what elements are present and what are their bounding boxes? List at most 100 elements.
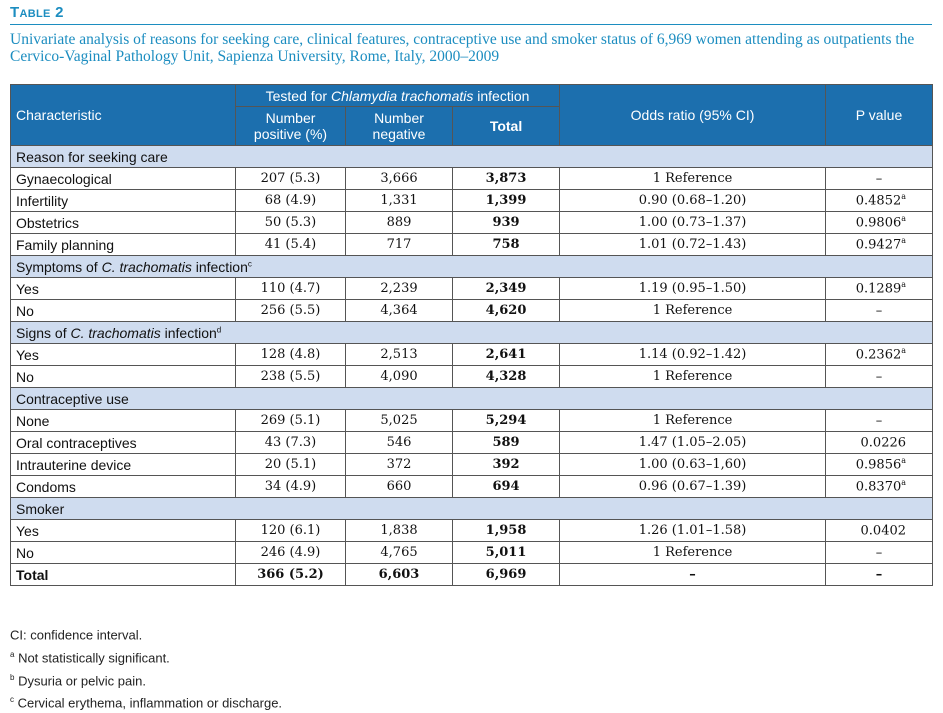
section-row: Smoker (9, 497, 934, 520)
cell-odds-ratio: 1.47 (1.05–2.05) (559, 431, 827, 454)
cell-p-value: – (825, 365, 934, 388)
header-tested: Tested for Chlamydia trachomatis infecti… (234, 84, 561, 107)
section-title: Reason for seeking care (9, 145, 934, 168)
cell-number-negative: 5,025 (345, 409, 453, 432)
cell-number-negative: 3,666 (345, 167, 453, 190)
cell-total: 939 (451, 211, 561, 234)
section-row: Contraceptive use (9, 387, 934, 410)
cell-odds-ratio: 0.96 (0.67–1.39) (559, 475, 827, 498)
cell-odds-ratio: 1.26 (1.01–1.58) (559, 519, 827, 542)
cell-p-value: – (825, 167, 934, 190)
cell-total: 5,011 (451, 541, 561, 564)
cell-characteristic: None (10, 409, 236, 432)
table-row: No 246 (4.9) 4,765 5,011 1 Reference – (10, 541, 934, 564)
cell-characteristic: Intrauterine device (10, 453, 236, 476)
cell-number-negative: 372 (345, 453, 453, 476)
cell-total: 3,873 (451, 167, 561, 190)
cell-number-positive: 238 (5.5) (235, 365, 346, 388)
footnote: CI: confidence interval. (10, 627, 143, 643)
table-row: No 256 (5.5) 4,364 4,620 1 Reference – (10, 299, 934, 322)
table-row: Yes 128 (4.8) 2,513 2,641 1.14 (0.92–1.42) 0.… (10, 343, 934, 366)
header-number-positive: Number positive (%) (235, 106, 346, 146)
cell-number-positive: 269 (5.1) (235, 409, 346, 432)
cell-characteristic: Oral contraceptives (10, 431, 236, 454)
cell-characteristic: Yes (10, 277, 236, 300)
table-row: No 238 (5.5) 4,090 4,328 1 Reference – (10, 365, 934, 388)
cell-characteristic: Condoms (10, 475, 236, 498)
section-title: Signs of C. trachomatis infectiond (9, 321, 934, 344)
cell-p-value: 0.8370a (825, 475, 934, 498)
table-caption: Univariate analysis of reasons for seeki… (10, 31, 915, 65)
cell-number-positive: 110 (4.7) (235, 277, 346, 300)
cell-number-positive: 120 (6.1) (235, 519, 346, 542)
cell-characteristic: Family planning (10, 233, 236, 256)
cell-odds-ratio: 1 Reference (559, 541, 827, 564)
cell-total: 589 (451, 431, 561, 454)
cell-number-negative: 4,090 (345, 365, 453, 388)
cell-number-positive: 256 (5.5) (235, 299, 346, 322)
cell-total: 1,958 (451, 519, 561, 542)
cell-p-value: 0.0402 (825, 519, 934, 542)
cell-characteristic: Obstetrics (10, 211, 236, 234)
cell-odds-ratio: 1 Reference (559, 167, 827, 190)
footnote: a Not statistically significant. (10, 649, 170, 666)
cell-p-value: – (825, 541, 934, 564)
cell-odds-ratio: 1.00 (0.63–1,60) (559, 453, 827, 476)
section-title: Symptoms of C. trachomatis infectionc (9, 255, 934, 278)
cell-odds-ratio: 1 Reference (559, 409, 827, 432)
cell-number-positive: 68 (4.9) (235, 189, 346, 212)
cell-total: 694 (451, 475, 561, 498)
cell-total: 4,620 (451, 299, 561, 322)
cell-total: 392 (451, 453, 561, 476)
data-table: Characteristic Tested for Chlamydia trac… (9, 84, 934, 586)
cell-number-positive: 20 (5.1) (235, 453, 346, 476)
header-odds-ratio: Odds ratio (95% CI) (559, 84, 827, 146)
cell-number-negative: 660 (345, 475, 453, 498)
section-row: Reason for seeking care (9, 145, 934, 168)
footnote: b Dysuria or pelvic pain. (10, 672, 146, 688)
cell-number-negative: 6,603 (345, 563, 453, 586)
cell-p-value: 0.9806a (825, 211, 934, 234)
cell-number-positive: 50 (5.3) (235, 211, 346, 234)
table-row: Oral contraceptives 43 (7.3) 546 589 1.47 (1… (10, 431, 934, 454)
cell-total: 2,641 (451, 343, 561, 366)
cell-total: 6,969 (451, 563, 561, 586)
cell-number-negative: 546 (345, 431, 453, 454)
cell-number-negative: 717 (345, 233, 453, 256)
cell-characteristic: Yes (10, 343, 236, 366)
section-title: Smoker (9, 497, 934, 520)
cell-p-value: 0.2362a (825, 343, 934, 366)
cell-odds-ratio: 1 Reference (559, 299, 827, 322)
section-row: Signs of C. trachomatis infectiond (9, 321, 934, 344)
table-row: Condoms 34 (4.9) 660 694 0.96 (0.67–1.39) 0.8… (10, 475, 934, 498)
cell-total: 2,349 (451, 277, 561, 300)
cell-number-negative: 1,331 (345, 189, 453, 212)
cell-odds-ratio: 1.14 (0.92–1.42) (559, 343, 827, 366)
cell-number-negative: 1,838 (345, 519, 453, 542)
cell-characteristic: Yes (10, 519, 236, 542)
section-row: Symptoms of C. trachomatis infectionc (9, 255, 934, 278)
cell-number-positive: 207 (5.3) (235, 167, 346, 190)
cell-characteristic: Total (10, 563, 236, 586)
table-row: None 269 (5.1) 5,025 5,294 1 Reference – (10, 409, 934, 432)
table-body: Reason for seeking care Gynaecological 207… (9, 145, 934, 586)
cell-p-value: 0.0226 (825, 431, 934, 454)
cell-odds-ratio: 1.19 (0.95–1.50) (559, 277, 827, 300)
header-p-value: P value (825, 84, 934, 146)
cell-number-positive: 246 (4.9) (235, 541, 346, 564)
cell-number-positive: 366 (5.2) (235, 563, 346, 586)
table-row: Intrauterine device 20 (5.1) 372 392 1.00 (0… (10, 453, 934, 476)
cell-number-negative: 4,364 (345, 299, 453, 322)
table-label: Table 2 (10, 4, 64, 21)
section-title: Contraceptive use (9, 387, 934, 410)
cell-total: 1,399 (451, 189, 561, 212)
cell-number-negative: 2,513 (345, 343, 453, 366)
cell-total: 4,328 (451, 365, 561, 388)
header-characteristic: Characteristic (10, 84, 236, 146)
cell-odds-ratio: 1.00 (0.73–1.37) (559, 211, 827, 234)
cell-p-value: – (825, 563, 934, 586)
label-rule (10, 24, 932, 25)
cell-p-value: – (825, 299, 934, 322)
header-total: Total (451, 106, 561, 146)
